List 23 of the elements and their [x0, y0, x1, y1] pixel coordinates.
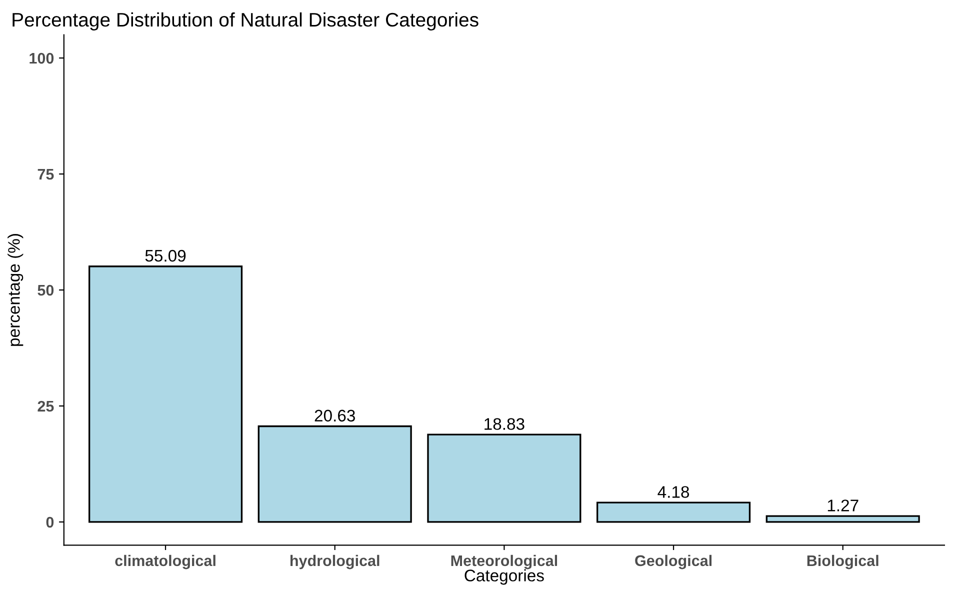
data-label: 1.27: [828, 500, 858, 512]
bar: [88, 266, 243, 523]
x-tick-label: Meteorological: [451, 554, 558, 570]
bar: [596, 502, 751, 523]
data-label: 20.63: [314, 410, 355, 422]
chart-title: Percentage Distribution of Natural Disaster Categories: [12, 12, 478, 31]
y-axis-title: percentage (%): [8, 234, 24, 346]
bar: [766, 515, 920, 523]
x-tick-label: Geological: [635, 554, 712, 570]
x-tick-label: hydrological: [290, 554, 380, 570]
x-axis-title: Categories: [464, 569, 544, 585]
bar: [258, 425, 412, 523]
y-tick-label: 50: [38, 284, 54, 296]
x-tick-label: climatological: [115, 554, 216, 570]
data-label: 18.83: [484, 418, 524, 430]
data-label: 4.18: [658, 486, 690, 498]
bar: [427, 434, 582, 523]
y-tick-label: 0: [46, 516, 54, 528]
y-tick-label: 75: [38, 169, 54, 180]
y-tick-label: 100: [30, 52, 54, 64]
y-tick-label: 25: [38, 400, 54, 412]
data-label: 55.09: [145, 250, 186, 262]
x-tick-label: Biological: [807, 554, 878, 570]
